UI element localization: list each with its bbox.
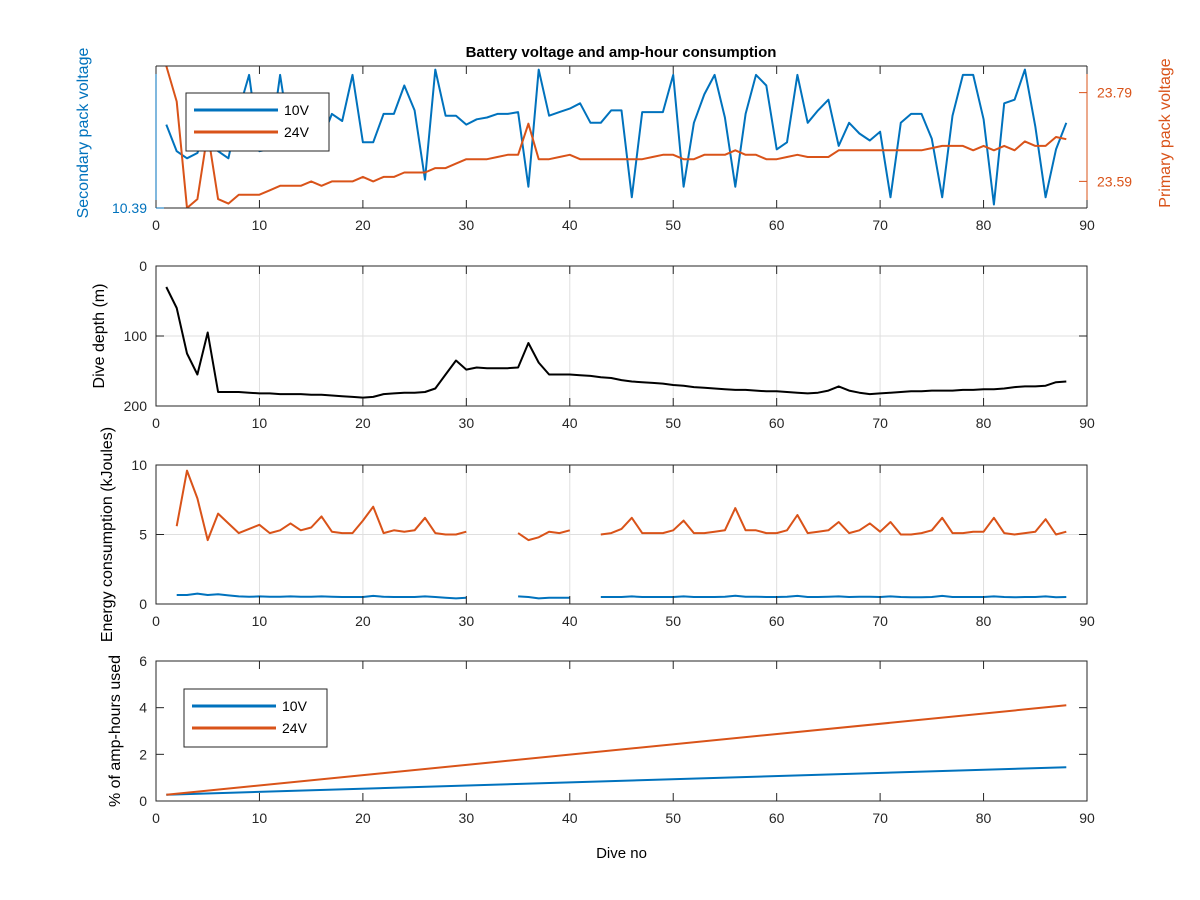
x-tick-label: 40 <box>562 217 578 233</box>
y-tick-label-right: 23.79 <box>1097 85 1132 101</box>
y-axis-label: Energy consumption (kJoules) <box>99 427 116 642</box>
x-tick-label: 10 <box>252 217 268 233</box>
x-tick-label: 70 <box>872 613 888 629</box>
y-tick-label: 0 <box>139 793 147 809</box>
x-tick-label: 50 <box>665 415 681 431</box>
y-tick-label: 4 <box>139 700 147 716</box>
series-line-10V <box>166 766 1067 796</box>
x-tick-label: 60 <box>769 217 785 233</box>
x-tick-label: 80 <box>976 217 992 233</box>
y-tick-label-right: 23.59 <box>1097 173 1132 189</box>
legend-label-24V: 24V <box>282 720 308 736</box>
x-tick-label: 90 <box>1079 810 1095 826</box>
x-tick-label: 20 <box>355 810 371 826</box>
y-axis-label: Dive depth (m) <box>91 284 108 389</box>
y-tick-label: 5 <box>139 527 147 543</box>
x-tick-label: 60 <box>769 415 785 431</box>
x-tick-label: 0 <box>152 810 160 826</box>
x-tick-label: 60 <box>769 613 785 629</box>
y-tick-label: 2 <box>139 746 147 762</box>
x-tick-label: 50 <box>665 613 681 629</box>
x-tick-label: 80 <box>976 810 992 826</box>
x-tick-label: 30 <box>459 217 475 233</box>
series-line-24V <box>166 704 1067 796</box>
x-tick-label: 0 <box>152 613 160 629</box>
y-axis-label-left: Secondary pack voltage <box>75 48 92 219</box>
legend-box-top <box>185 92 330 152</box>
x-tick-label: 90 <box>1079 217 1095 233</box>
legend-label-24V: 24V <box>284 124 310 140</box>
x-tick-label: 10 <box>252 613 268 629</box>
chart-title: Battery voltage and amp-hour consumption <box>466 44 777 61</box>
x-tick-label: 10 <box>252 415 268 431</box>
series-line-24V <box>165 66 1067 208</box>
x-tick-label: 80 <box>976 613 992 629</box>
y-tick-label: 6 <box>139 653 147 669</box>
series-line-24V <box>175 469 1067 542</box>
series-line-10V <box>176 592 1067 600</box>
x-tick-label: 30 <box>459 810 475 826</box>
x-tick-label: 60 <box>769 810 785 826</box>
x-tick-label: 10 <box>252 810 268 826</box>
legend-box-bottom <box>183 688 328 748</box>
x-tick-label: 20 <box>355 613 371 629</box>
axes-box <box>155 660 1088 802</box>
x-tick-label: 40 <box>562 415 578 431</box>
x-tick-label: 20 <box>355 217 371 233</box>
y-tick-label: 100 <box>124 328 148 344</box>
x-tick-label: 30 <box>459 415 475 431</box>
y-tick-label: 0 <box>139 596 147 612</box>
x-tick-label: 0 <box>152 415 160 431</box>
x-axis-label: Dive no <box>596 845 647 862</box>
x-tick-label: 50 <box>665 810 681 826</box>
x-tick-label: 70 <box>872 217 888 233</box>
x-tick-label: 90 <box>1079 415 1095 431</box>
legend-label-10V: 10V <box>284 102 310 118</box>
legend-label-10V: 10V <box>282 698 308 714</box>
x-tick-label: 80 <box>976 415 992 431</box>
x-tick-label: 40 <box>562 613 578 629</box>
series-line <box>165 286 1067 399</box>
x-tick-label: 0 <box>152 217 160 233</box>
y-axis-label-right: Primary pack voltage <box>1157 58 1174 207</box>
y-tick-label: 200 <box>124 398 148 414</box>
y-tick-label: 0 <box>139 258 147 274</box>
x-tick-label: 50 <box>665 217 681 233</box>
x-tick-label: 40 <box>562 810 578 826</box>
x-tick-label: 70 <box>872 810 888 826</box>
y-tick-label-left: 10.39 <box>112 200 147 216</box>
x-tick-label: 70 <box>872 415 888 431</box>
x-tick-label: 90 <box>1079 613 1095 629</box>
y-tick-label: 10 <box>131 457 147 473</box>
x-tick-label: 20 <box>355 415 371 431</box>
x-tick-label: 30 <box>459 613 475 629</box>
y-axis-label: % of amp-hours used <box>107 655 124 807</box>
